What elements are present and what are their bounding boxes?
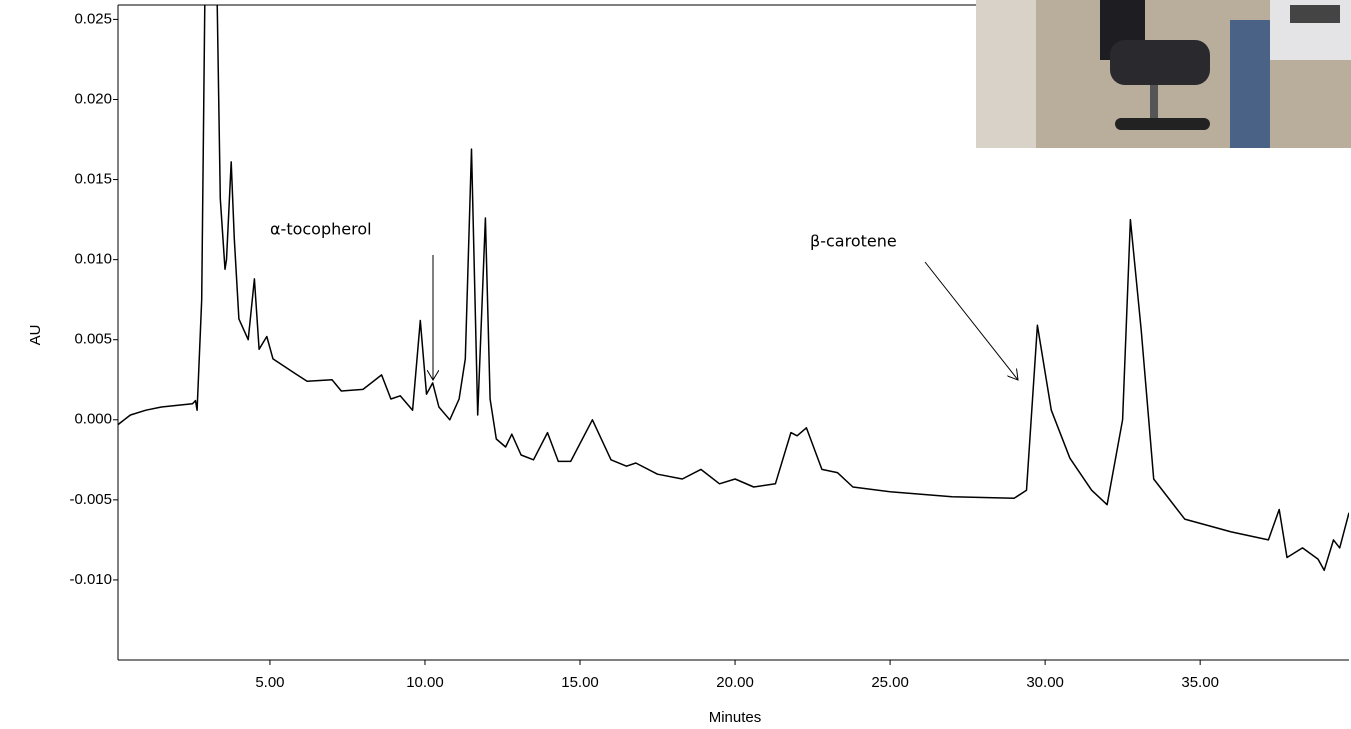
x-tick-label: 5.00 [255, 674, 284, 691]
photo-shape [1110, 40, 1210, 85]
photo-shape [1290, 5, 1340, 23]
x-tick-label: 15.00 [561, 674, 599, 691]
photo-shape [976, 0, 1036, 148]
y-axis-label: AU [27, 325, 44, 346]
x-tick-label: 10.00 [406, 674, 444, 691]
x-tick-label: 30.00 [1026, 674, 1064, 691]
trace [118, 5, 1349, 572]
annotation: β-carotene [810, 232, 897, 251]
y-tick-label: 0.015 [74, 171, 112, 188]
y-tick-label: 0.020 [74, 90, 112, 107]
x-tick-label: 25.00 [871, 674, 909, 691]
annotation-arrow [924, 261, 1018, 380]
photo-shape [1115, 118, 1210, 130]
x-tick-label: 35.00 [1181, 674, 1219, 691]
annotation: α-tocopherol [270, 220, 372, 239]
plot-area [118, 5, 1349, 572]
y-tick-label: 0.000 [74, 411, 112, 428]
y-tick-label: -0.005 [69, 491, 112, 508]
x-axis-label: Minutes [709, 709, 762, 726]
photo [976, 0, 1351, 148]
y-tick-label: 0.010 [74, 251, 112, 268]
x-tick-label: 20.00 [716, 674, 754, 691]
y-tick-label: 0.025 [74, 10, 112, 27]
y-tick-label: -0.010 [69, 571, 112, 588]
photo-shape [1150, 85, 1158, 125]
y-tick-label: 0.005 [74, 331, 112, 348]
photo-shape [1230, 20, 1270, 148]
